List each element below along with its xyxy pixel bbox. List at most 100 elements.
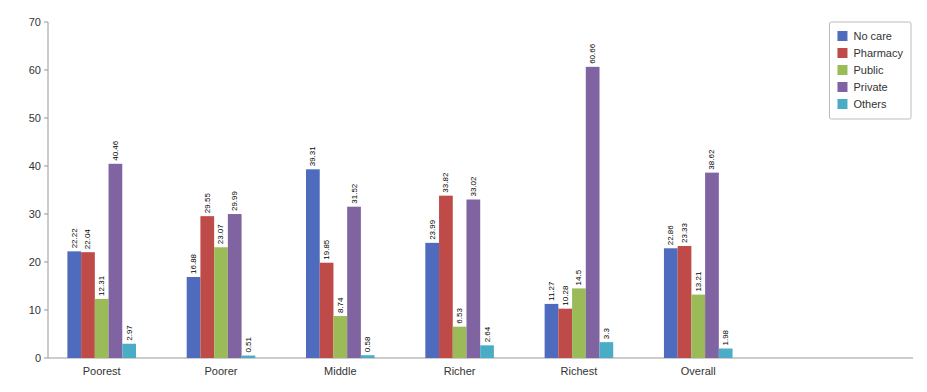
- y-tick: [44, 262, 48, 263]
- legend-label: Private: [853, 81, 887, 93]
- y-tick: [44, 214, 48, 215]
- bar: [320, 263, 334, 358]
- y-tick-label: 10: [29, 304, 41, 316]
- data-label: 12.31: [97, 275, 106, 296]
- bar: [187, 277, 201, 358]
- bar: [480, 345, 494, 358]
- y-tick-label: 0: [35, 352, 41, 364]
- bar: [664, 248, 678, 358]
- data-label: 22.86: [666, 225, 675, 246]
- bar: [600, 342, 614, 358]
- data-label: 2.97: [125, 325, 134, 341]
- y-tick-label: 70: [29, 16, 41, 28]
- x-tick-label: Middle: [324, 365, 356, 377]
- bar: [109, 164, 123, 358]
- data-labels: 22.22 16.88 39.31 23.99 11.27 22.86 22.04 29.55…: [70, 43, 730, 352]
- legend-frame: [829, 22, 911, 119]
- bar: [67, 251, 81, 358]
- data-label: 29.55: [203, 193, 212, 214]
- y-tick: [44, 310, 48, 311]
- bar: [558, 309, 572, 358]
- chart: 010203040506070PoorestPoorerMiddleRicher…: [0, 0, 927, 392]
- x-axis: Poorest Poorer Middle Richer Richest Overall: [48, 358, 913, 377]
- data-label: 22.22: [70, 228, 79, 249]
- legend-swatch: [837, 31, 847, 41]
- bar: [306, 169, 320, 358]
- bar: [678, 246, 692, 358]
- bar: [705, 173, 719, 358]
- x-tick-label: Poorer: [204, 365, 237, 377]
- data-label: 29.99: [230, 190, 239, 211]
- data-label: 23.07: [217, 224, 226, 245]
- data-label: 19.85: [322, 239, 331, 260]
- data-label: 40.46: [111, 140, 120, 161]
- y-tick: [44, 70, 48, 71]
- bar: [200, 216, 214, 358]
- data-label: 2.64: [483, 326, 492, 342]
- bar: [333, 316, 347, 358]
- data-label: 23.99: [428, 219, 437, 240]
- y-tick: [44, 22, 48, 23]
- x-tick-label: Poorest: [83, 365, 121, 377]
- legend-label: Public: [853, 64, 883, 76]
- bar: [691, 295, 705, 358]
- data-label: 31.52: [350, 183, 359, 204]
- data-label: 0.51: [244, 336, 253, 352]
- data-label: 23.33: [680, 222, 689, 243]
- legend-label: Others: [853, 98, 887, 110]
- bar: [425, 243, 439, 358]
- data-label: 33.82: [441, 172, 450, 193]
- data-label: 39.31: [308, 146, 317, 167]
- y-tick-label: 30: [29, 208, 41, 220]
- bars: [67, 67, 732, 358]
- data-label: 22.04: [83, 229, 92, 250]
- data-label: 8.74: [336, 297, 345, 313]
- legend-swatch: [837, 99, 847, 109]
- data-label: 0.58: [363, 336, 372, 352]
- data-label: 3.3: [602, 327, 611, 339]
- y-tick: [44, 118, 48, 119]
- bar: [81, 252, 95, 358]
- y-tick: [44, 358, 48, 359]
- data-label: 11.27: [547, 281, 556, 301]
- data-label: 33.02: [469, 176, 478, 197]
- bar: [586, 67, 600, 358]
- bar: [719, 348, 733, 358]
- data-label: 60.66: [588, 43, 597, 64]
- x-tick-label: Richer: [444, 365, 476, 377]
- bar: [95, 299, 109, 358]
- bar: [453, 327, 467, 358]
- bar: [361, 355, 375, 358]
- data-label: 38.62: [707, 149, 716, 170]
- legend-label: No care: [853, 30, 892, 42]
- bar: [242, 356, 256, 358]
- legend-label: Pharmacy: [853, 47, 903, 59]
- data-label: 14.5: [574, 269, 583, 285]
- legend: No care Pharmacy Public Private Others: [829, 22, 911, 119]
- bar: [347, 207, 361, 358]
- bar: [545, 304, 559, 358]
- y-tick-label: 40: [29, 160, 41, 172]
- legend-swatch: [837, 48, 847, 58]
- bar: [439, 196, 453, 358]
- x-tick-label: Richest: [561, 365, 598, 377]
- bar: [572, 288, 586, 358]
- legend-swatch: [837, 82, 847, 92]
- y-axis: 010203040506070: [29, 16, 48, 364]
- data-label: 6.53: [455, 308, 464, 324]
- data-label: 13.21: [694, 271, 703, 292]
- y-tick-label: 50: [29, 112, 41, 124]
- y-tick: [44, 166, 48, 167]
- data-label: 16.88: [189, 253, 198, 274]
- y-tick-label: 60: [29, 64, 41, 76]
- bar: [466, 200, 480, 358]
- bar: [214, 247, 228, 358]
- legend-swatch: [837, 65, 847, 75]
- x-tick-label: Overall: [681, 365, 716, 377]
- bar: [122, 344, 136, 358]
- y-axis-line: [48, 22, 49, 358]
- data-label: 10.28: [561, 285, 570, 306]
- data-label: 1.98: [721, 329, 730, 345]
- chart-container: 010203040506070PoorestPoorerMiddleRicher…: [0, 0, 927, 392]
- bar: [228, 214, 242, 358]
